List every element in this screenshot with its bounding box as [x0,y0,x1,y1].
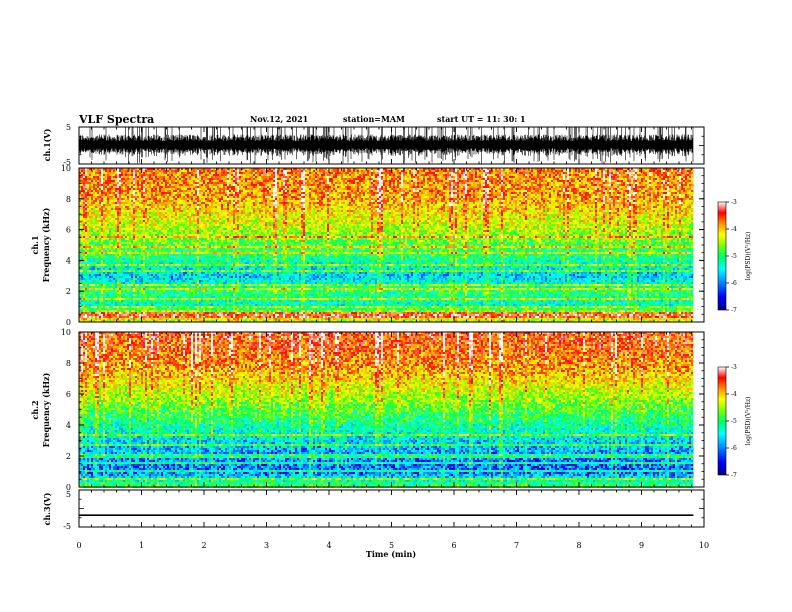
time-tick-7: 7 [514,541,519,550]
cb2-ticks-tick--4: -4 [731,391,737,398]
spec1-ytick-2: 2 [66,287,71,296]
time-axis-ticks [78,126,705,528]
cb2-ticks-tick--5: -5 [731,418,737,425]
ch1-spectrogram-ylabel-channel: ch.1 [30,235,40,254]
time-tick-8: 8 [576,541,581,550]
ch1-spectrogram-heatmap [79,168,694,322]
spec2-ytick-10: 10 [61,328,71,337]
ch1-colorbar-label: log(PSD)(V²/Hz) [745,232,752,281]
time-tick-0: 0 [76,541,81,550]
ch3-ytick-top: 5 [66,490,71,499]
time-tick-10: 10 [699,541,709,550]
ch1-colorbar: -3 -4 -5 -6 -7 log(PSD)(V²/Hz) [717,199,752,314]
ch2-colorbar: -3 -4 -5 -6 -7 log(PSD)(V²/Hz) [717,364,752,479]
date-label: Nov.12, 2021 [250,114,308,124]
time-tick-5: 5 [389,541,394,550]
spec2-ytick-2: 2 [66,452,71,461]
spec1-ytick-10: 10 [61,164,71,173]
ch1-ytick-bottom: -5 [63,158,71,167]
spec2-ytick-4: 4 [66,421,71,430]
cb1-ticks-tick--7: -7 [731,307,737,314]
start-time-label: start UT = 11: 30: 1 [437,114,526,124]
spec2-ytick-8: 8 [66,359,71,368]
ch1-waveform-ylabel: ch.1(V) [42,128,52,161]
time-tick-6: 6 [451,541,456,550]
ch3-waveform-frame [78,489,705,528]
time-tick-1: 1 [139,541,144,550]
time-tick-3: 3 [264,541,269,550]
figure-title: VLF Spectra [78,113,154,126]
ch1-ytick-top: 5 [66,123,71,132]
time-tick-9: 9 [639,541,644,550]
ch2-spectrogram-panel: 0 2 4 6 8 10 ch.2 Frequency (kHz) -3 -4 -5 -6 -7 … [30,328,752,492]
ch1-waveform-panel: 5 -5 ch.1(V) [42,123,705,167]
ch1-spectrogram-ylabel-freq: Frequency (kHz) [41,207,51,282]
cb2-ticks-tick--6: -6 [731,445,737,452]
ch2-spectrogram-heatmap [79,332,694,488]
cb1-ticks-tick--5: -5 [731,253,737,260]
time-axis-tick-labels: 0 1 2 3 4 5 6 7 8 9 10 [76,541,709,550]
cb1-ticks-tick--6: -6 [731,280,737,287]
time-tick-4: 4 [326,541,331,550]
cb2-ticks-tick--3: -3 [731,364,737,371]
spec1-ytick-6: 6 [66,226,71,235]
ch1-spectrogram-panel: 0 2 4 6 8 10 ch.1 Frequency (kHz) -3 -4 -5 -6 -7 … [30,164,752,327]
cb1-ticks-tick--3: -3 [731,199,737,206]
spec1-ytick-8: 8 [66,195,71,204]
time-axis-label: Time (min) [366,549,416,559]
cb2-ticks-tick--7: -7 [731,472,737,479]
ch2-colorbar-label: log(PSD)(V²/Hz) [745,397,752,446]
spec2-ytick-0: 0 [66,483,71,492]
spec1-ytick-0: 0 [66,318,71,327]
spec2-ytick-6: 6 [66,390,71,399]
cb1-ticks-tick--4: -4 [731,226,737,233]
time-tick-2: 2 [201,541,206,550]
ch2-spectrogram-ylabel-freq: Frequency (kHz) [41,372,51,447]
ch3-waveform-ylabel: ch.3(V) [42,492,52,525]
spec1-ytick-4: 4 [66,256,71,265]
ch3-ytick-bottom: -5 [63,522,71,531]
ch2-spectrogram-ylabel-channel: ch.2 [30,400,40,419]
station-label: station=MAM [343,114,405,124]
